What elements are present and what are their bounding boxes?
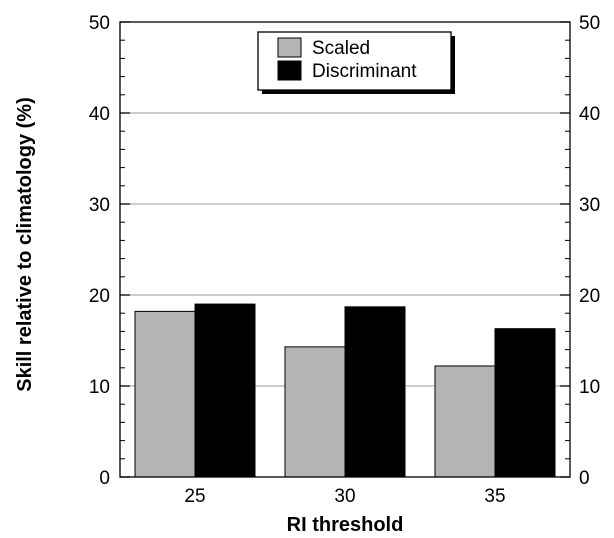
- right-y-tick-label: 40: [579, 104, 600, 125]
- x-tick-labels: 25 30 35: [184, 486, 505, 507]
- bars: [134, 303, 556, 478]
- y-axis-title: Skill relative to climatology (%): [14, 97, 36, 392]
- y-tick-label: 40: [89, 104, 110, 125]
- right-y-tick-label: 10: [579, 377, 600, 398]
- y-tick-label: 30: [89, 195, 110, 216]
- legend-swatch-scaled: [277, 37, 302, 58]
- bar-discriminant-30: [344, 306, 406, 478]
- y-tick-label: 0: [99, 468, 110, 489]
- right-y-tick-label: 50: [579, 13, 600, 34]
- axis-ticks: [120, 21, 570, 478]
- bar-scaled-30: [284, 346, 346, 478]
- legend-swatch-discriminant: [277, 60, 302, 81]
- bar-discriminant-25: [194, 303, 256, 478]
- bar-discriminant-35: [494, 328, 556, 478]
- legend-label-scaled: Scaled: [312, 38, 370, 59]
- y-tick-label: 20: [89, 286, 110, 307]
- y-tick-label: 10: [89, 377, 110, 398]
- right-y-tick-label: 20: [579, 286, 600, 307]
- right-y-tick-label: 30: [579, 195, 600, 216]
- x-tick-label: 25: [184, 486, 205, 507]
- x-tick-label: 30: [334, 486, 355, 507]
- legend-label-discriminant: Discriminant: [312, 61, 417, 82]
- y-tick-labels: 0 10 20 30 40 50: [89, 13, 110, 489]
- x-tick-label: 35: [484, 486, 505, 507]
- x-axis-title: RI threshold: [287, 514, 404, 536]
- right-y-tick-labels: 0 10 20 30 40 50: [579, 13, 600, 489]
- right-y-tick-label: 0: [579, 468, 590, 489]
- y-tick-label: 50: [89, 13, 110, 34]
- plot-frame: [119, 21, 571, 478]
- bar-scaled-35: [434, 365, 496, 478]
- bar-scaled-25: [134, 310, 196, 478]
